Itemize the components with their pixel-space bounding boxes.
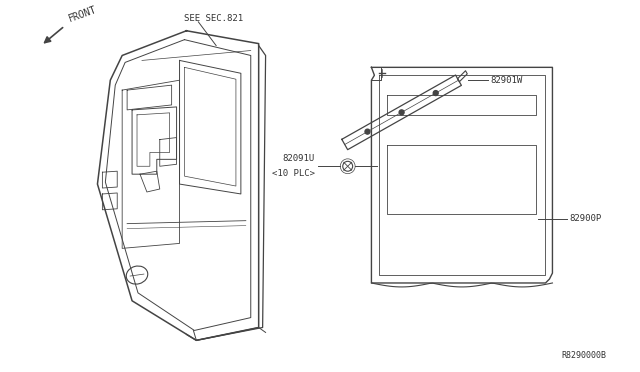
Circle shape [399, 110, 404, 115]
Circle shape [365, 129, 370, 134]
Text: 82901W: 82901W [490, 76, 522, 85]
Text: R8290000B: R8290000B [562, 351, 607, 360]
Text: 82091U: 82091U [283, 154, 315, 163]
Text: SEE SEC.821: SEE SEC.821 [184, 15, 244, 23]
Circle shape [433, 91, 438, 96]
Ellipse shape [126, 266, 148, 284]
Text: <10 PLC>: <10 PLC> [272, 169, 315, 178]
Text: 82900P: 82900P [569, 214, 602, 223]
Text: FRONT: FRONT [67, 4, 98, 24]
